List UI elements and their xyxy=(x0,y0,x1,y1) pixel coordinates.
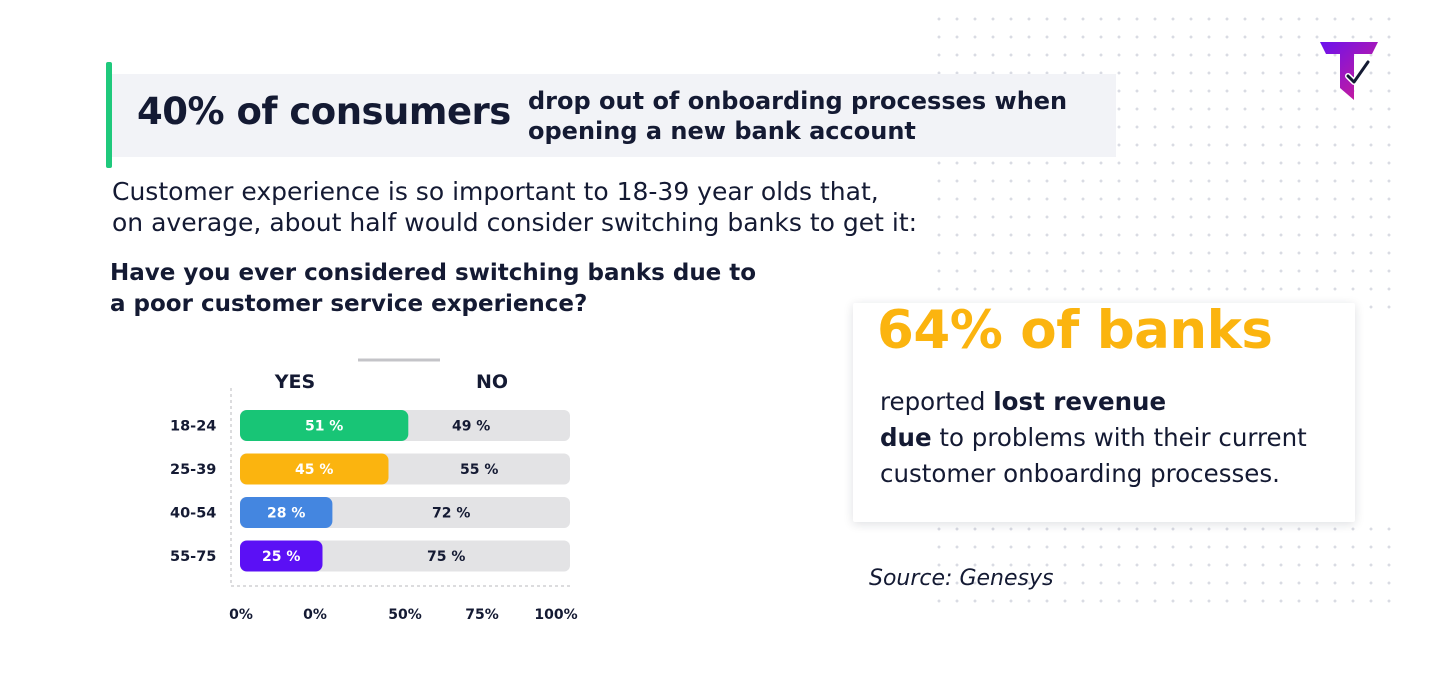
headline-banner xyxy=(106,74,1116,157)
intro-line: on average, about half would consider sw… xyxy=(112,208,918,237)
x-tick-label: 50% xyxy=(388,607,422,623)
column-header: YES xyxy=(274,371,315,393)
bar-no-label: 55 % xyxy=(460,462,498,478)
category-label: 25-39 xyxy=(170,462,216,478)
callout-line: reported lost revenue xyxy=(880,384,1307,420)
brand-logo xyxy=(1320,42,1378,100)
x-tick-label: 0% xyxy=(229,607,253,623)
bar-no-label: 49 % xyxy=(452,419,490,435)
headline-description-line: opening a new bank account xyxy=(528,117,916,145)
category-label: 40-54 xyxy=(170,506,216,522)
bar-yes-label: 45 % xyxy=(295,462,333,478)
bar-no-label: 75 % xyxy=(427,549,465,565)
headline-stat: 40% of consumers xyxy=(137,90,511,133)
bar-yes xyxy=(240,410,409,441)
intro-line: Customer experience is so important to 1… xyxy=(112,177,879,206)
intro-paragraph: Customer experience is so important to 1… xyxy=(112,176,917,238)
category-label: 55-75 xyxy=(170,549,216,565)
survey-question-line: Have you ever considered switching banks… xyxy=(110,260,757,286)
headline-description: drop out of onboarding processes when op… xyxy=(528,86,1067,146)
bar-no-label: 72 % xyxy=(432,506,470,522)
source-credit: Source: Genesys xyxy=(869,566,1054,591)
callout-text-bold: lost revenue xyxy=(993,387,1167,416)
callout-text-plain: reported xyxy=(880,387,994,416)
callout-text-plain: to problems with their current xyxy=(931,423,1307,452)
dot-pattern-top xyxy=(930,10,1400,310)
headline-accent-bar xyxy=(106,62,112,168)
bar-yes-label: 28 % xyxy=(267,506,305,522)
bar-yes xyxy=(240,453,389,485)
bar-yes-label: 25 % xyxy=(262,549,300,565)
column-header: NO xyxy=(476,371,508,393)
x-tick-label: 100% xyxy=(534,607,577,623)
callout-card xyxy=(853,303,1355,522)
callout-line: due to problems with their current xyxy=(880,420,1307,456)
callout-description: reported lost revenue due to problems wi… xyxy=(880,384,1307,492)
callout-text-bold: due xyxy=(880,423,932,452)
bar-yes-label: 51 % xyxy=(305,419,343,435)
x-tick-label: 0% xyxy=(303,607,327,623)
bar-yes xyxy=(240,540,323,572)
callout-stat: 64% of banks xyxy=(877,300,1273,361)
callout-line: customer onboarding processes. xyxy=(880,459,1280,488)
headline-description-line: drop out of onboarding processes when xyxy=(528,87,1068,115)
x-tick-label: 75% xyxy=(465,607,499,623)
switching-banks-chart: YES NO 18-24 51 % 49 % 25-39 45 % 55 % 40-54 28 %… xyxy=(170,358,578,623)
survey-question: Have you ever considered switching banks… xyxy=(110,258,756,320)
dot-pattern-bottom xyxy=(930,520,1400,610)
survey-question-line: a poor customer service experience? xyxy=(110,291,588,317)
category-label: 18-24 xyxy=(170,419,216,435)
bar-yes xyxy=(240,497,333,528)
